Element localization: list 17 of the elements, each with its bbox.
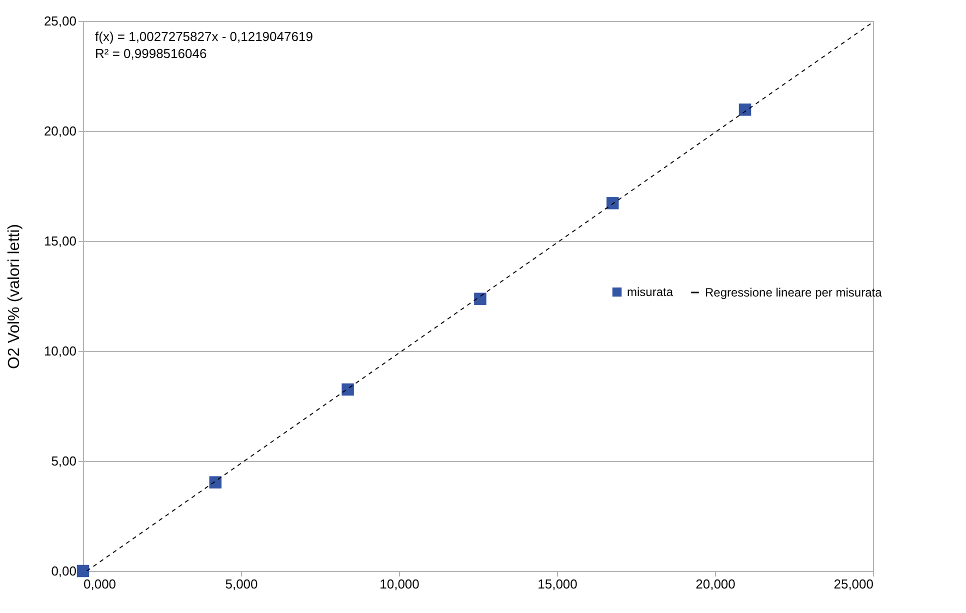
y-axis-title: O2 Vol% (valori letti) — [6, 224, 23, 369]
x-tick-label: 25,000 — [834, 576, 874, 592]
x-tick-label: 15,000 — [538, 576, 578, 592]
y-tick-label: 25,00 — [44, 14, 76, 28]
legend-label: Regressione lineare per misurata — [705, 286, 882, 300]
x-tick-label: 20,000 — [696, 576, 736, 592]
y-tick-label: 0,00 — [51, 564, 76, 578]
x-tick-label: 10,000 — [380, 576, 420, 592]
annotation: R² = 0,9998516046 — [95, 46, 207, 61]
legend-label: misurata — [627, 285, 674, 300]
y-tick-label: 15,00 — [44, 234, 76, 248]
x-tick-label: 0,000 — [84, 576, 116, 592]
y-tick-label: 5,00 — [51, 454, 76, 468]
annotation: f(x) = 1,0027275827x - 0,1219047619 — [95, 29, 313, 44]
y-tick-label: 10,00 — [44, 344, 76, 358]
x-tick-label: 5,000 — [225, 576, 258, 592]
y-tick-label: 20,00 — [44, 124, 76, 138]
